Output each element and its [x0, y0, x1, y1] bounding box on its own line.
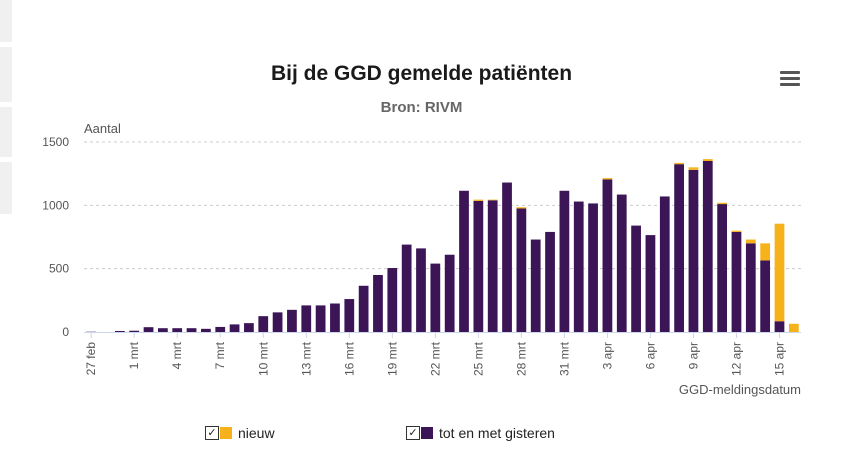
- y-tick-label: 1500: [42, 135, 69, 149]
- x-tick-label: 22 mrt: [428, 341, 442, 376]
- bar-tot-en-met-gisteren: [114, 330, 125, 332]
- bar-tot-en-met-gisteren: [258, 316, 269, 332]
- bar-tot-en-met-gisteren: [186, 328, 197, 332]
- x-tick-label: 15 apr: [772, 342, 786, 376]
- bar-tot-en-met-gisteren: [272, 312, 283, 332]
- legend-label-tot: tot en met gisteren: [439, 425, 555, 441]
- legend-item-nieuw[interactable]: ✓ nieuw: [205, 424, 275, 442]
- y-tick-label: 1000: [42, 198, 69, 212]
- bar-tot-en-met-gisteren: [602, 179, 613, 332]
- bar-nieuw: [602, 178, 613, 180]
- bar-tot-en-met-gisteren: [387, 268, 398, 332]
- hamburger-menu-icon[interactable]: [780, 71, 800, 87]
- bar-tot-en-met-gisteren: [688, 169, 699, 332]
- chart-subtitle: Bron: RIVM: [380, 99, 463, 116]
- x-tick-label: 19 mrt: [385, 341, 399, 376]
- x-tick-label: 25 mrt: [471, 341, 485, 376]
- legend-item-tot[interactable]: ✓ tot en met gisteren: [406, 424, 555, 442]
- bar-tot-en-met-gisteren: [573, 201, 584, 332]
- side-panel-strip: [0, 0, 12, 470]
- x-tick-label: 16 mrt: [342, 341, 356, 376]
- checkbox-checked-icon[interactable]: ✓: [406, 426, 420, 440]
- bar-tot-en-met-gisteren: [287, 309, 297, 332]
- bar-tot-en-met-gisteren: [530, 239, 541, 332]
- bar-tot-en-met-gisteren: [344, 299, 355, 332]
- bar-tot-en-met-gisteren: [745, 243, 756, 332]
- bar-tot-en-met-gisteren: [631, 225, 641, 332]
- x-tick-label: 13 mrt: [299, 341, 313, 376]
- x-tick-label: 1 mrt: [127, 341, 141, 369]
- x-tick-label: 6 apr: [643, 342, 657, 369]
- bar-tot-en-met-gisteren: [545, 231, 555, 332]
- bar-tot-en-met-gisteren: [717, 204, 728, 332]
- y-tick-label: 0: [62, 325, 69, 339]
- bar-tot-en-met-gisteren: [430, 263, 441, 332]
- bar-tot-en-met-gisteren: [502, 182, 512, 332]
- checkbox-checked-icon[interactable]: ✓: [205, 426, 219, 440]
- bar-nieuw: [745, 239, 756, 244]
- bar-nieuw: [688, 167, 699, 170]
- bar-tot-en-met-gisteren: [760, 260, 771, 332]
- x-tick-label: 28 mrt: [514, 341, 528, 376]
- bar-nieuw: [717, 202, 728, 205]
- bar-tot-en-met-gisteren: [129, 330, 140, 332]
- bar-tot-en-met-gisteren: [244, 323, 254, 332]
- x-tick-label: 12 apr: [729, 342, 743, 376]
- bar-tot-en-met-gisteren: [330, 303, 340, 332]
- bar-tot-en-met-gisteren: [373, 275, 383, 332]
- bar-tot-en-met-gisteren: [487, 200, 498, 332]
- x-tick-label: 31 mrt: [557, 341, 571, 376]
- x-tick-label: 27 feb: [84, 342, 98, 376]
- bar-tot-en-met-gisteren: [315, 305, 326, 332]
- bar-tot-en-met-gisteren: [301, 305, 312, 332]
- y-axis-label: Aantal: [84, 121, 121, 136]
- bar-tot-en-met-gisteren: [516, 208, 527, 332]
- bar-nieuw: [473, 199, 484, 201]
- bar-tot-en-met-gisteren: [459, 190, 469, 332]
- bar-tot-en-met-gisteren: [157, 328, 168, 332]
- bar-nieuw: [674, 162, 684, 165]
- bar-tot-en-met-gisteren: [645, 235, 656, 332]
- bar-tot-en-met-gisteren: [702, 161, 713, 332]
- bar-tot-en-met-gisteren: [143, 327, 154, 332]
- x-tick-label: 9 apr: [686, 342, 700, 369]
- bar-nieuw: [788, 323, 799, 332]
- y-tick-label: 500: [49, 262, 69, 276]
- bar-tot-en-met-gisteren: [731, 231, 742, 332]
- x-tick-label: 7 mrt: [213, 341, 227, 369]
- bar-tot-en-met-gisteren: [444, 254, 455, 332]
- bar-tot-en-met-gisteren: [473, 200, 484, 332]
- bar-nieuw: [774, 223, 785, 322]
- bar-tot-en-met-gisteren: [172, 328, 183, 332]
- chart-title: Bij de GGD gemelde patiënten: [270, 62, 573, 85]
- bar-nieuw: [731, 230, 742, 232]
- bar-tot-en-met-gisteren: [201, 328, 211, 332]
- bar-tot-en-met-gisteren: [215, 326, 226, 332]
- bar-tot-en-met-gisteren: [674, 164, 684, 332]
- legend-swatch-nieuw: [220, 427, 232, 439]
- bar-nieuw: [516, 207, 527, 209]
- bar-tot-en-met-gisteren: [229, 324, 240, 332]
- bar-tot-en-met-gisteren: [774, 321, 785, 332]
- bar-tot-en-met-gisteren: [559, 190, 570, 332]
- bar-tot-en-met-gisteren: [416, 248, 426, 332]
- bar-nieuw: [702, 159, 713, 161]
- bar-tot-en-met-gisteren: [659, 196, 670, 332]
- x-tick-label: 3 apr: [600, 342, 614, 369]
- bar-nieuw: [760, 243, 771, 261]
- legend-label-nieuw: nieuw: [238, 425, 275, 441]
- bar-tot-en-met-gisteren: [588, 203, 598, 332]
- bar-tot-en-met-gisteren: [401, 244, 412, 332]
- bar-nieuw: [487, 199, 498, 201]
- x-tick-label: 4 mrt: [170, 341, 184, 369]
- x-tick-label: 10 mrt: [256, 341, 270, 376]
- x-axis-label: GGD-meldingsdatum: [679, 382, 801, 397]
- bar-tot-en-met-gisteren: [358, 285, 369, 332]
- legend-swatch-tot: [421, 427, 433, 439]
- bar-tot-en-met-gisteren: [616, 194, 627, 332]
